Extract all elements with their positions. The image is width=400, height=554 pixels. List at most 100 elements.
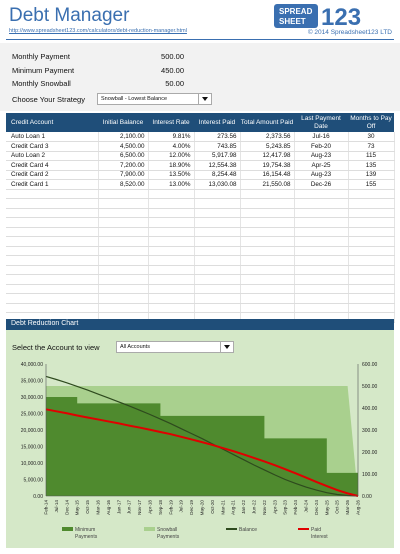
empty-cell — [6, 208, 99, 218]
legend-swatch — [62, 527, 73, 531]
y-right-tick-label: 400.00 — [362, 406, 378, 412]
empty-cell — [194, 255, 241, 266]
empty-cell — [6, 303, 99, 313]
series-line-paid-interest — [45, 408, 359, 497]
empty-cell — [194, 284, 241, 294]
empty-row — [6, 198, 395, 209]
page-title: Debt Manager — [9, 5, 130, 26]
cell-account: Auto Loan 1 — [6, 132, 99, 142]
empty-cell — [240, 208, 295, 218]
empty-cell — [240, 303, 295, 313]
app-header: Debt Manager http://www.spreadsheet123.c… — [0, 0, 400, 38]
cell-interest-rate: 4.00% — [148, 141, 195, 152]
x-tick-label: Nov-17 — [137, 500, 142, 515]
y-left-tick-label: 15,000.00 — [21, 445, 43, 451]
cell-last-payment: Aug-23 — [294, 151, 349, 161]
empty-cell — [148, 303, 195, 313]
source-link[interactable]: http://www.spreadsheet123.com/calculator… — [9, 28, 187, 34]
x-tick-label: May-25 — [324, 500, 329, 516]
strategy-dropdown[interactable]: Snowball - Lowest Balance — [97, 93, 212, 105]
cell-interest-rate: 18.90% — [148, 160, 195, 171]
empty-cell — [294, 284, 349, 294]
empty-cell — [194, 303, 241, 313]
table-body: Auto Loan 1 2,100.00 9.81% 273.56 2,373.56 Ju… — [6, 132, 395, 323]
empty-row — [6, 227, 395, 237]
legend-label: Interest — [311, 534, 328, 540]
empty-cell — [148, 246, 195, 256]
col-initial-balance: Initial Balance — [98, 113, 148, 132]
series-area-minimum-payments — [46, 397, 358, 496]
empty-row — [6, 217, 395, 228]
cell-initial-balance: 7,200.00 — [98, 160, 149, 171]
cell-initial-balance: 8,520.00 — [98, 179, 149, 190]
chart-panel: Select the Account to view All Accounts … — [6, 330, 394, 548]
monthly-payment-value[interactable]: 500.00 — [161, 52, 184, 61]
monthly-payment-label: Monthly Payment — [12, 52, 70, 61]
chevron-down-icon[interactable] — [220, 342, 233, 352]
y-right-tick-label: 200.00 — [362, 450, 378, 456]
cell-interest-paid: 12,554.38 — [194, 160, 241, 171]
x-tick-label: Mar-16 — [96, 500, 101, 515]
empty-cell — [98, 189, 149, 199]
empty-cell — [98, 265, 149, 275]
empty-cell — [148, 189, 195, 199]
cell-interest-paid: 273.56 — [194, 132, 241, 142]
cell-last-payment: Feb-20 — [294, 141, 349, 152]
empty-cell — [348, 227, 395, 237]
empty-cell — [148, 208, 195, 218]
empty-cell — [6, 198, 99, 209]
empty-row — [6, 265, 395, 275]
chevron-down-icon[interactable] — [198, 94, 211, 104]
x-tick-label: Mar-26 — [345, 500, 350, 515]
empty-cell — [348, 255, 395, 266]
empty-cell — [148, 284, 195, 294]
cell-account: Auto Loan 2 — [6, 151, 99, 161]
col-interest-paid: Interest Paid — [194, 113, 240, 132]
empty-cell — [348, 198, 395, 209]
y-left-tick-label: 35,000.00 — [21, 379, 43, 385]
empty-cell — [98, 284, 149, 294]
empty-cell — [240, 198, 295, 209]
account-dropdown[interactable]: All Accounts — [116, 341, 234, 353]
empty-cell — [240, 236, 295, 247]
col-months-to-pay-off: Months to Pay Off — [348, 113, 394, 132]
y-right-tick-label: 100.00 — [362, 472, 378, 478]
empty-cell — [294, 189, 349, 199]
empty-cell — [98, 246, 149, 256]
empty-cell — [348, 265, 395, 275]
col-interest-rate: Interest Rate — [148, 113, 194, 132]
cell-account: Credit Card 1 — [6, 179, 99, 190]
x-tick-label: Mar-21 — [220, 500, 225, 515]
y-left-tick-label: 10,000.00 — [21, 461, 43, 467]
x-tick-label: Aug-21 — [231, 500, 236, 515]
spreadsheet123-logo: SPREAD SHEET 123 — [274, 4, 361, 29]
empty-cell — [240, 246, 295, 256]
legend-label: Balance — [239, 527, 257, 533]
empty-row — [6, 303, 395, 313]
empty-row — [6, 246, 395, 256]
empty-cell — [294, 255, 349, 266]
empty-cell — [148, 227, 195, 237]
x-tick-label: Sep-23 — [283, 500, 288, 515]
accounts-table: Credit Account Initial Balance Interest … — [6, 113, 395, 323]
empty-cell — [294, 227, 349, 237]
x-tick-label: Aug-26 — [356, 500, 361, 515]
account-select-label: Select the Account to view — [12, 343, 100, 352]
minimum-payment-label: Minimum Payment — [12, 66, 75, 75]
empty-row — [6, 236, 395, 247]
empty-cell — [98, 293, 149, 304]
legend-swatch — [144, 527, 155, 531]
cell-total-paid: 21,550.08 — [240, 179, 295, 190]
y-right-tick-label: 600.00 — [362, 362, 378, 368]
empty-cell — [240, 274, 295, 285]
cell-total-paid: 19,754.38 — [240, 160, 295, 171]
empty-cell — [148, 274, 195, 285]
col-total-amount-paid: Total Amount Paid — [240, 113, 294, 132]
series-line-balance — [45, 375, 359, 497]
cell-months: 73 — [348, 141, 395, 152]
empty-cell — [294, 303, 349, 313]
account-selected-value: All Accounts — [120, 344, 150, 350]
empty-cell — [240, 293, 295, 304]
empty-cell — [194, 293, 241, 304]
table-row: Credit Card 2 7,900.00 13.50% 8,254.48 16,15… — [6, 170, 395, 180]
